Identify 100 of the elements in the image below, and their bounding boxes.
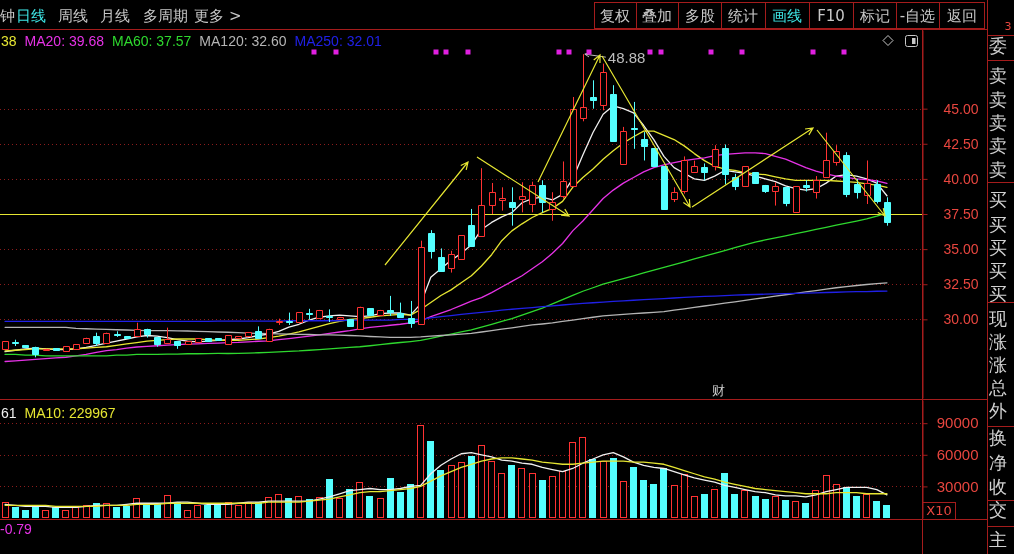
candlestick	[631, 101, 638, 150]
candlestick	[661, 165, 668, 210]
text: 买	[989, 189, 1007, 211]
y-tick-label: 35.00	[943, 241, 979, 258]
bar	[194, 505, 201, 518]
candlestick	[712, 144, 719, 171]
candlestick	[225, 334, 232, 345]
candlestick	[458, 234, 465, 260]
text: 委	[989, 35, 1007, 57]
y-tick-label: 30.00	[943, 311, 979, 328]
annotation: 48.88	[607, 48, 646, 66]
candlestick	[884, 196, 891, 227]
bar	[458, 462, 465, 518]
bar	[650, 484, 657, 518]
bar	[22, 510, 29, 518]
bar	[640, 480, 647, 518]
text: 交	[989, 498, 1007, 520]
text: 叠加	[642, 7, 672, 26]
bar	[113, 507, 120, 518]
bar	[731, 494, 738, 518]
text: 卖	[989, 112, 1007, 134]
candlestick	[124, 335, 131, 339]
candlestick	[671, 186, 678, 203]
text: MA10: 229967	[24, 405, 116, 422]
bar	[812, 490, 819, 518]
text: 多周期	[142, 7, 188, 26]
y-tick-label: 40.00	[943, 170, 979, 187]
text: 卖	[989, 88, 1007, 110]
bar	[377, 498, 384, 518]
bar	[752, 496, 759, 518]
text: 61	[1, 405, 17, 422]
text: 收	[989, 475, 1007, 497]
bar	[417, 425, 424, 518]
bar	[569, 442, 576, 518]
bar	[52, 507, 59, 518]
candlestick	[843, 151, 850, 198]
text: X10	[926, 502, 952, 518]
y-tick-label: 32.50	[943, 276, 979, 293]
candlestick	[529, 181, 536, 213]
candlestick	[570, 96, 577, 187]
candlestick	[296, 311, 303, 323]
bar	[448, 465, 455, 518]
bar	[397, 492, 404, 518]
text: MA60: 37.57	[111, 33, 192, 50]
bar	[407, 484, 414, 518]
bar	[853, 496, 860, 518]
bar	[42, 510, 49, 518]
candlestick	[185, 340, 192, 345]
bar	[539, 480, 546, 518]
text: 卖	[989, 135, 1007, 157]
candlestick	[144, 328, 151, 339]
bar	[437, 470, 444, 518]
bar	[184, 510, 191, 518]
candlestick	[509, 186, 516, 227]
bar	[478, 445, 485, 518]
bar	[103, 503, 110, 518]
candlestick	[600, 63, 607, 111]
bar	[83, 505, 90, 518]
candlestick	[580, 53, 587, 122]
candlestick	[499, 186, 506, 212]
text: 周线	[57, 7, 88, 26]
candlestick	[813, 175, 820, 200]
candlestick	[793, 185, 800, 213]
bar	[356, 482, 363, 518]
bar	[681, 474, 688, 518]
text: MA120: 32.60	[199, 33, 287, 50]
candlestick	[783, 186, 790, 207]
y-tick-label: 45.00	[943, 100, 979, 117]
bar	[326, 479, 333, 518]
bar	[600, 461, 607, 518]
candlestick	[276, 318, 283, 326]
text: 主	[989, 529, 1007, 551]
bar	[123, 506, 130, 518]
bar	[772, 496, 779, 518]
candlestick	[245, 331, 252, 337]
bar	[336, 498, 343, 518]
bar	[721, 473, 728, 518]
bar	[468, 456, 475, 518]
candlestick	[2, 340, 9, 350]
bar	[883, 505, 890, 518]
candlestick	[83, 337, 90, 344]
text: 日线	[15, 7, 46, 26]
candlestick	[195, 337, 202, 343]
bar	[72, 507, 79, 518]
candlestick	[489, 182, 496, 215]
candlestick	[367, 307, 374, 316]
candlestick	[752, 171, 759, 184]
text: 标记	[858, 7, 890, 26]
candlestick	[519, 181, 526, 213]
candlestick	[103, 332, 110, 344]
text: -0.79	[0, 521, 33, 538]
candlestick	[134, 322, 141, 337]
candlestick	[478, 167, 485, 237]
bar	[762, 499, 769, 518]
annotation: 财	[711, 382, 725, 398]
bar	[366, 496, 373, 518]
candlestick	[539, 179, 546, 213]
text: 多股	[684, 7, 715, 26]
candlestick	[205, 337, 212, 342]
candlestick	[448, 250, 455, 274]
